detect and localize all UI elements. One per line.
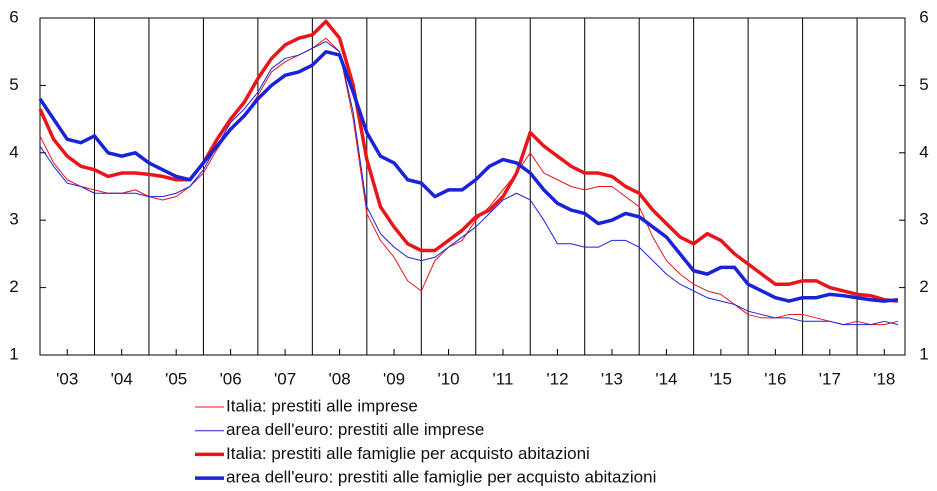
x-tick-label: '04 bbox=[111, 369, 133, 388]
x-tick-label: '07 bbox=[274, 369, 296, 388]
x-tick-label: '10 bbox=[437, 369, 459, 388]
y-tick-label: 5 bbox=[9, 75, 18, 94]
x-tick-label: '13 bbox=[601, 369, 623, 388]
series-line bbox=[38, 49, 899, 303]
y-tick-label: 6 bbox=[9, 7, 18, 26]
x-tick-label: '08 bbox=[329, 369, 351, 388]
legend-label: Italia: prestiti alle imprese bbox=[226, 396, 418, 415]
x-tick-label: '11 bbox=[493, 369, 514, 388]
x-tick-label: '05 bbox=[165, 369, 187, 388]
x-tick-label: '12 bbox=[546, 369, 568, 388]
x-tick-label: '16 bbox=[764, 369, 786, 388]
y2-tick-label: 1 bbox=[919, 344, 928, 363]
y-tick-label: 2 bbox=[9, 277, 18, 296]
y2-tick-label: 6 bbox=[919, 7, 928, 26]
y2-tick-label: 3 bbox=[919, 210, 928, 229]
x-tick-label: '15 bbox=[710, 369, 732, 388]
y-tick-label: 3 bbox=[9, 210, 18, 229]
x-tick-label: '06 bbox=[220, 369, 242, 388]
x-tick-label: '09 bbox=[383, 369, 405, 388]
plot-frame bbox=[39, 17, 906, 356]
legend-label: area dell'euro: prestiti alle imprese bbox=[226, 420, 484, 439]
y-tick-label: 4 bbox=[9, 142, 18, 161]
series-line bbox=[39, 41, 899, 326]
y-tick-label: 1 bbox=[9, 344, 18, 363]
x-tick-label: '14 bbox=[655, 369, 677, 388]
y2-tick-label: 4 bbox=[919, 142, 928, 161]
x-tick-label: '18 bbox=[873, 369, 895, 388]
x-tick-label: '17 bbox=[819, 369, 841, 388]
y2-tick-label: 5 bbox=[919, 75, 928, 94]
series-line bbox=[39, 37, 899, 326]
legend-label: area dell'euro: prestiti alle famiglie p… bbox=[226, 468, 656, 487]
y2-tick-label: 2 bbox=[919, 277, 928, 296]
legend-label: Italia: prestiti alle famiglie per acqui… bbox=[226, 444, 590, 463]
series-line bbox=[38, 19, 899, 303]
x-tick-label: '03 bbox=[56, 369, 78, 388]
